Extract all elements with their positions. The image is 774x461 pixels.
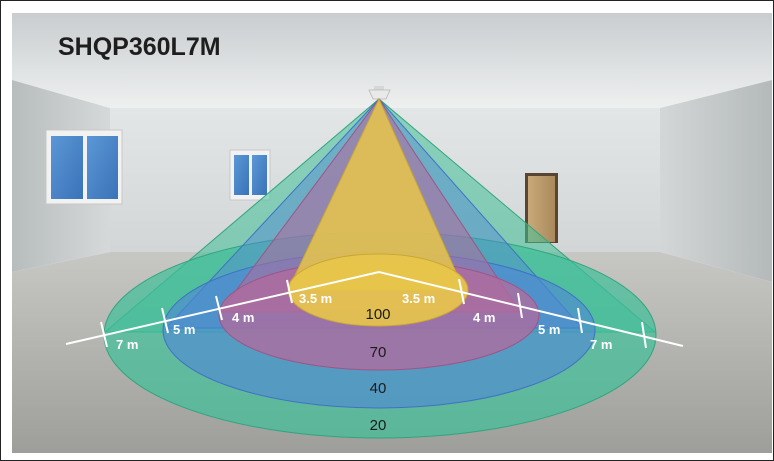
room-scene: 7 m 5 m 4 m 3.5 m 3.5 m 4 m 5 m 7 m 100 … [12, 13, 772, 453]
zone-20-label: 20 [370, 417, 387, 434]
dim-right-7m: 7 m [590, 337, 612, 352]
door [525, 173, 558, 243]
zone-70-label: 70 [370, 344, 387, 361]
ceiling [12, 13, 772, 108]
dim-left-3-5m: 3.5 m [299, 291, 332, 306]
dimension-lines [65, 270, 684, 349]
dim-right-4m: 4 m [473, 310, 495, 325]
window-left [45, 129, 123, 205]
dim-right-5m: 5 m [538, 322, 560, 337]
product-title: SHQP360L7M [58, 33, 221, 61]
dim-right-3-5m: 3.5 m [402, 291, 435, 306]
zone-40-label: 40 [370, 380, 387, 397]
dim-left-4m: 4 m [232, 310, 254, 325]
dim-left-7m: 7 m [116, 337, 138, 352]
zone-100-label: 100 [365, 306, 390, 323]
ceiling-sensor-icon [368, 86, 391, 100]
dim-left-5m: 5 m [173, 322, 195, 337]
zone-100-cone [287, 97, 469, 327]
window-back [229, 149, 271, 201]
right-wall [660, 80, 772, 282]
